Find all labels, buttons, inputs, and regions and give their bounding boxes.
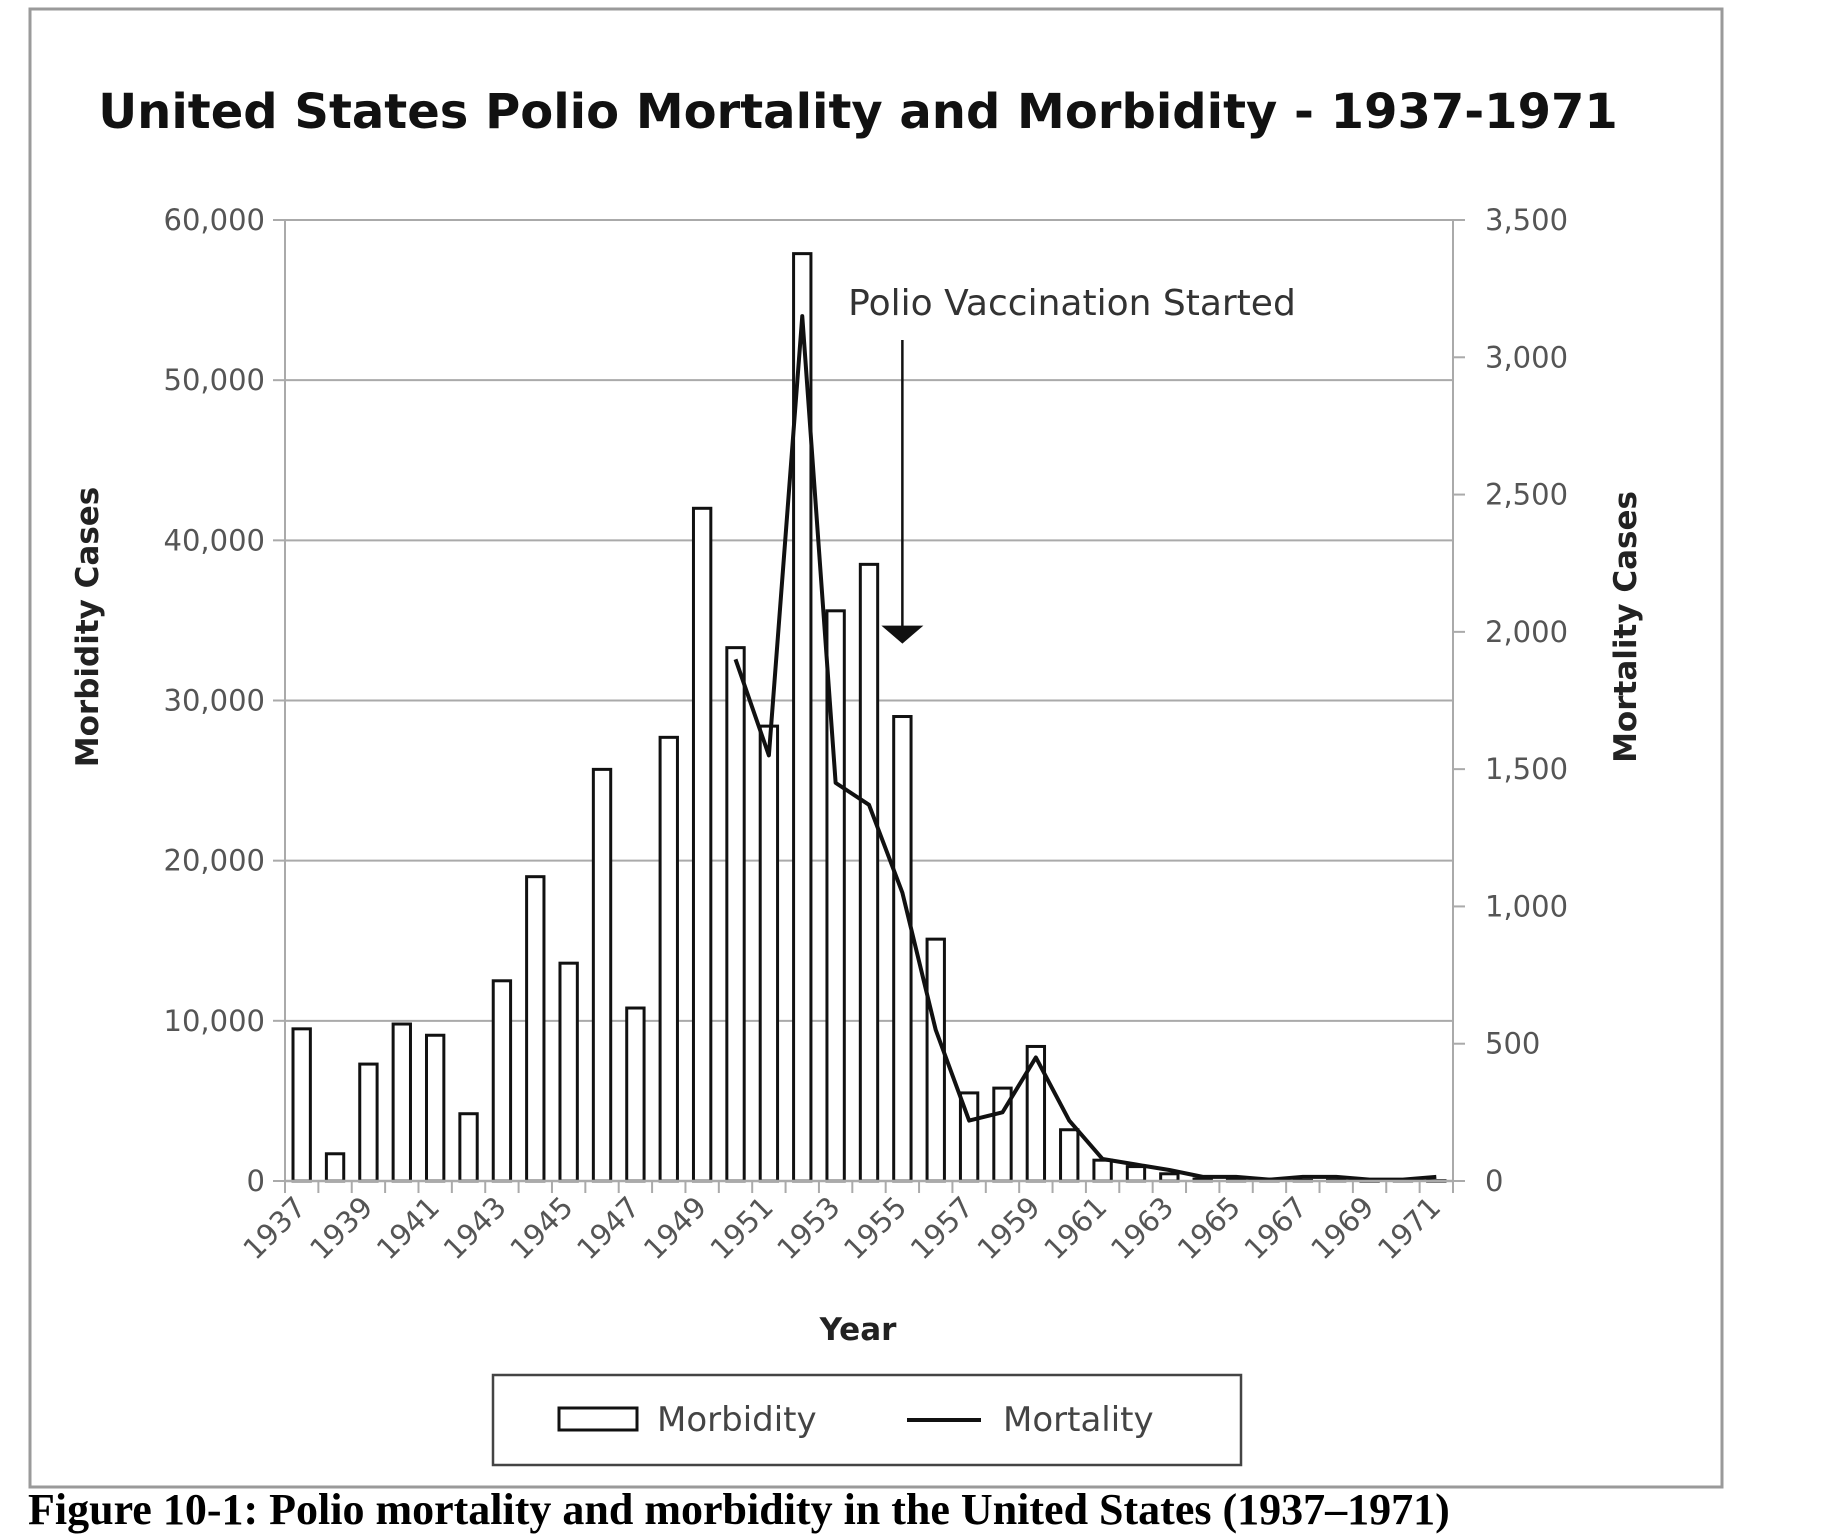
- morbidity-bar: [892, 715, 913, 1183]
- legend-swatch-morbidity: [557, 1406, 639, 1432]
- morbidity-bar: [558, 961, 579, 1183]
- y-tick-label: 0: [247, 1164, 265, 1198]
- morbidity-bar: [1125, 1165, 1147, 1183]
- y-axis-label-right: Mortality Cases: [1608, 491, 1644, 763]
- morbidity-bar: [424, 1033, 446, 1183]
- y-tick-label: 40,000: [164, 523, 265, 557]
- y-axis-label-left: Morbidity Cases: [70, 487, 106, 767]
- morbidity-bar: [858, 562, 880, 1183]
- y-tick-label: 50,000: [164, 363, 265, 397]
- y2-tick-label: 500: [1485, 1027, 1540, 1061]
- legend: Morbidity Mortality: [491, 1373, 1243, 1467]
- morbidity-bar: [1059, 1128, 1080, 1183]
- y2-tick-label: 1,000: [1485, 889, 1568, 923]
- morbidity-bar: [324, 1152, 346, 1183]
- annotation-arrow-head: [881, 625, 924, 644]
- y2-tick-label: 3,000: [1485, 340, 1568, 374]
- y2-tick-label: 0: [1485, 1164, 1503, 1198]
- morbidity-bar: [758, 724, 780, 1183]
- morbidity-bar: [458, 1112, 479, 1183]
- morbidity-bar: [491, 979, 513, 1183]
- morbidity-bar: [925, 937, 946, 1183]
- figure-caption: Figure 10-1: Polio mortality and morbidi…: [28, 1485, 1450, 1534]
- y-tick-label: 10,000: [164, 1004, 265, 1038]
- legend-label-mortality: Mortality: [1003, 1400, 1154, 1440]
- gridlines: [285, 219, 1453, 1022]
- x-axis-label: Year: [819, 1312, 898, 1348]
- morbidity-bar: [1092, 1158, 1113, 1183]
- morbidity-bar: [391, 1022, 412, 1183]
- morbidity-bar: [591, 767, 613, 1183]
- morbidity-bar: [291, 1027, 312, 1183]
- morbidity-bar: [658, 735, 679, 1183]
- y2-tick-label: 2,500: [1485, 478, 1568, 512]
- morbidity-bars: [291, 252, 1447, 1183]
- y2-tick-label: 3,500: [1485, 203, 1568, 237]
- morbidity-bar: [725, 646, 746, 1183]
- mortality-line: [733, 314, 1437, 1182]
- y-tick-label: 30,000: [164, 684, 265, 718]
- annotation-layer: Polio Vaccination Started: [848, 283, 1296, 644]
- morbidity-bar: [691, 506, 713, 1183]
- chart-title: United States Polio Mortality and Morbid…: [98, 84, 1618, 140]
- y2-tick-label: 2,000: [1485, 615, 1568, 649]
- legend-label-morbidity: Morbidity: [657, 1400, 817, 1440]
- morbidity-bar: [525, 875, 546, 1183]
- annotation-vaccination: Polio Vaccination Started: [848, 283, 1296, 324]
- morbidity-bar: [358, 1062, 379, 1183]
- mortality-line-layer: [733, 314, 1437, 1182]
- y-tick-label: 20,000: [164, 844, 265, 878]
- y-tick-label: 60,000: [164, 203, 265, 237]
- y2-tick-label: 1,500: [1485, 752, 1568, 786]
- morbidity-bar: [625, 1006, 646, 1183]
